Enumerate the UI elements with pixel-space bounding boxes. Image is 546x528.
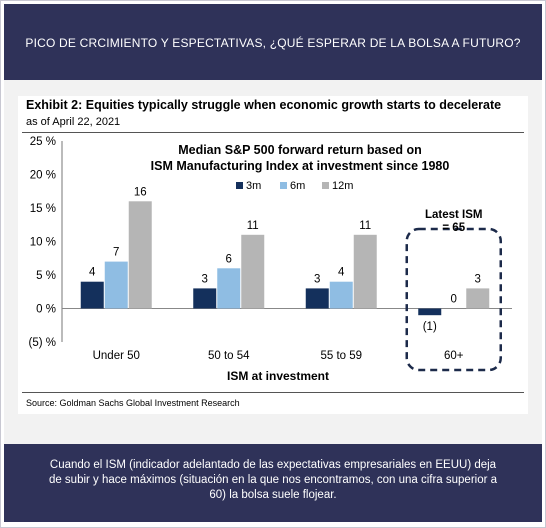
annotation-text: = 65	[442, 222, 465, 234]
data-label: 7	[113, 247, 119, 259]
bar-12m-0	[128, 201, 152, 309]
data-label: 6	[226, 253, 232, 265]
bar-3m-2	[305, 288, 329, 309]
y-tick-label: 20 %	[30, 170, 56, 182]
exhibit-card	[18, 96, 528, 414]
exhibit-date: as of April 22, 2021	[26, 116, 121, 128]
legend-swatch-12m	[322, 182, 329, 189]
legend-swatch-3m	[236, 182, 243, 189]
exhibit-title: Exhibit 2: Equities typically struggle w…	[26, 98, 502, 112]
bar-12m-2	[353, 234, 377, 309]
bar-3m-0	[80, 281, 104, 309]
exhibit-top-rule	[22, 132, 524, 133]
bar-12m-3	[466, 288, 490, 309]
footer-banner: Cuando el ISM (indicador adelantado de l…	[4, 444, 542, 522]
exhibit-source: Source: Goldman Sachs Global Investment …	[26, 398, 240, 408]
data-label: 16	[134, 186, 147, 198]
legend-label: 12m	[332, 180, 353, 192]
y-tick-label: 5 %	[36, 270, 56, 282]
data-label: 0	[451, 294, 457, 306]
annotation-text: Latest ISM	[425, 209, 483, 221]
data-label: 11	[247, 220, 259, 232]
slide-title: PICO DE CRCIMIENTO Y ESPECTATIVAS, ¿QUÉ …	[25, 36, 521, 50]
data-label: 4	[89, 267, 96, 279]
data-label: 4	[338, 267, 345, 279]
exhibit-bottom-rule	[22, 392, 524, 393]
y-tick-label: (5) %	[29, 337, 56, 349]
header-banner: PICO DE CRCIMIENTO Y ESPECTATIVAS, ¿QUÉ …	[4, 4, 542, 80]
y-tick-label: 10 %	[30, 237, 56, 249]
x-tick-label: 60+	[444, 350, 464, 362]
data-label: 11	[359, 220, 371, 232]
chart-title-line: ISM Manufacturing Index at investment si…	[151, 159, 450, 173]
x-tick-label: Under 50	[93, 350, 140, 362]
legend-label: 6m	[290, 180, 305, 192]
bar-3m-3	[418, 308, 442, 316]
annotation-box	[405, 227, 502, 372]
legend-label: 3m	[246, 180, 261, 192]
x-axis-title: ISM at investment	[227, 369, 329, 383]
chart-title-line: Median S&P 500 forward return based on	[178, 143, 422, 157]
data-label: 3	[475, 273, 481, 285]
x-tick-label: 50 to 54	[208, 350, 250, 362]
y-tick-label: 25 %	[30, 136, 56, 148]
y-tick-label: 15 %	[30, 203, 56, 215]
x-tick-label: 55 to 59	[320, 350, 362, 362]
data-label: 3	[314, 273, 320, 285]
bar-6m-0	[104, 261, 128, 309]
footer-caption: Cuando el ISM (indicador adelantado de l…	[48, 459, 498, 501]
bar-3m-1	[193, 288, 217, 309]
bar-12m-1	[241, 234, 265, 309]
legend-swatch-6m	[280, 182, 287, 189]
data-label: 3	[202, 273, 208, 285]
data-label: (1)	[423, 321, 437, 333]
bar-6m-2	[329, 281, 353, 309]
y-tick-label: 0 %	[36, 304, 56, 316]
bar-6m-1	[217, 268, 241, 309]
